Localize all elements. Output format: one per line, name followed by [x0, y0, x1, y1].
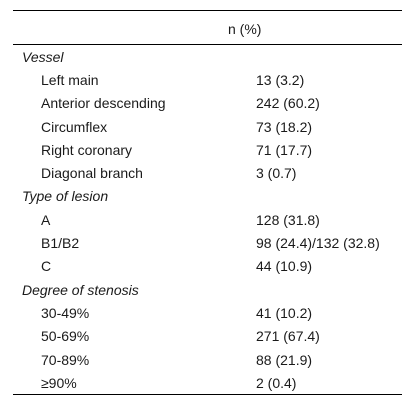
header-rule — [13, 44, 402, 45]
table-row: 50-69% 271 (67.4) — [13, 325, 402, 348]
table-row: C 44 (10.9) — [13, 255, 402, 278]
table-row: Diagonal branch 3 (0.7) — [13, 161, 402, 184]
section-row-degree-of-stenosis: Degree of stenosis — [13, 278, 402, 301]
data-table: n (%) Vessel Left main 13 (3.2) Anterior de… — [13, 10, 402, 396]
table-row: A 128 (31.8) — [13, 208, 402, 231]
row-label: A — [41, 211, 51, 228]
table-row: 70-89% 88 (21.9) — [13, 348, 402, 371]
row-label: Circumflex — [41, 118, 108, 135]
table-row: Circumflex 73 (18.2) — [13, 115, 402, 138]
table-row: Anterior descending 242 (60.2) — [13, 92, 402, 115]
table-row: ≥90% 2 (0.4) — [13, 371, 402, 394]
row-label: ≥90% — [41, 374, 77, 391]
row-value: 44 (10.9) — [256, 258, 313, 275]
header-value-cell: n (%) — [228, 20, 262, 37]
row-value: 2 (0.4) — [256, 374, 297, 391]
row-label: 70-89% — [41, 351, 90, 368]
row-label: Anterior descending — [41, 95, 166, 112]
table-row: 30-49% 41 (10.2) — [13, 301, 402, 324]
row-value: 271 (67.4) — [256, 328, 320, 345]
row-value: 128 (31.8) — [256, 211, 320, 228]
row-label: B1/B2 — [41, 235, 80, 252]
row-value: 242 (60.2) — [256, 95, 320, 112]
row-label: Right coronary — [41, 141, 133, 158]
row-label: C — [41, 258, 52, 275]
row-value: 73 (18.2) — [256, 118, 313, 135]
section-title: Type of lesion — [22, 188, 109, 205]
table-body: Vessel Left main 13 (3.2) Anterior descendi… — [13, 45, 402, 394]
row-label: 50-69% — [41, 328, 90, 345]
top-rule — [13, 10, 402, 11]
table-header-row: n (%) — [13, 11, 402, 44]
section-row-type-of-lesion: Type of lesion — [13, 185, 402, 208]
row-value: 13 (3.2) — [256, 71, 305, 88]
row-label: 30-49% — [41, 304, 90, 321]
row-value: 3 (0.7) — [256, 165, 297, 182]
row-label: Diagonal branch — [41, 165, 143, 182]
table-row: B1/B2 98 (24.4)/132 (32.8) — [13, 231, 402, 254]
row-label: Left main — [41, 71, 99, 88]
bottom-rule — [13, 394, 402, 396]
row-value: 98 (24.4)/132 (32.8) — [256, 235, 380, 252]
row-value: 88 (21.9) — [256, 351, 313, 368]
section-title: Vessel — [22, 48, 64, 65]
section-title: Degree of stenosis — [22, 281, 139, 298]
row-value: 71 (17.7) — [256, 141, 313, 158]
table-row: Left main 13 (3.2) — [13, 68, 402, 91]
row-value: 41 (10.2) — [256, 304, 313, 321]
section-row-vessel: Vessel — [13, 45, 402, 68]
table-row: Right coronary 71 (17.7) — [13, 138, 402, 161]
